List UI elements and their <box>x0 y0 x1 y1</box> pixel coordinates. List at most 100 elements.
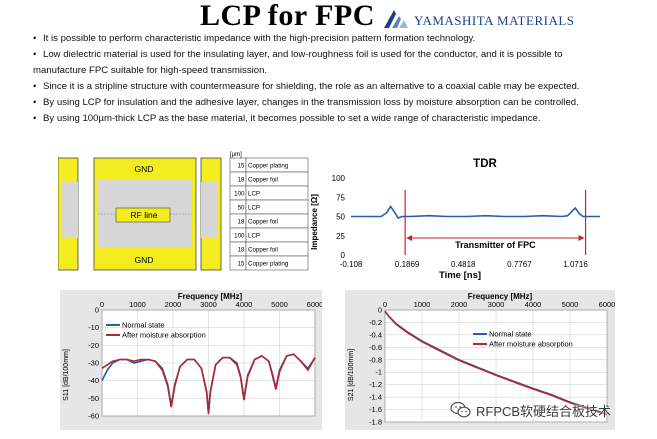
x-tick: 4000 <box>236 300 253 309</box>
unit-label: [µm] <box>230 152 242 158</box>
layer-name: Copper foil <box>248 177 278 184</box>
bullet-item: Low dielectric material is used for the … <box>33 47 653 63</box>
yamashita-logo-icon <box>384 10 408 28</box>
title-bar: LCP for FPC YAMASHITA MATERIALS <box>0 0 657 34</box>
y-tick: -60 <box>88 412 99 421</box>
cross-section-diagram: GND RF line GND [µm] 15 Copper plating 18 C… <box>57 150 320 275</box>
y-tick: -1 <box>375 368 382 377</box>
layer-thickness: 15 <box>238 261 245 268</box>
y-tick: -1.6 <box>369 405 382 414</box>
y-tick: -30 <box>88 359 99 368</box>
legend-label: Normal state <box>489 330 532 339</box>
bullet-item-continuation: manufacture FPC suitable for high-speed … <box>33 65 268 76</box>
layer-thickness: 18 <box>238 177 245 184</box>
layer-name: Copper plating <box>248 261 289 268</box>
bullet-list: It is possible to perform characteristic… <box>33 31 653 127</box>
tdr-x-tick: -0.108 <box>340 260 363 269</box>
x-tick: 2000 <box>165 300 182 309</box>
tdr-arrowhead-left <box>406 235 413 242</box>
bullet-item: By using 100µm-thick LCP as the base mat… <box>33 111 653 127</box>
tdr-x-tick: 1.0716 <box>563 260 588 269</box>
legend-label: After moisture absorption <box>122 331 206 340</box>
y-tick: -0.8 <box>369 355 382 364</box>
tdr-x-tick: 0.7767 <box>507 260 532 269</box>
tdr-plot-area: 0 25 50 75 100 -0.108 0.1869 0.4818 0.7767 1.0716… <box>332 174 600 269</box>
s21-plot-area: 0 1000 2000 3000 4000 5000 60000-0.2-0.4-0.6-0… <box>369 300 615 427</box>
tdr-y-tick: 50 <box>336 213 345 222</box>
x-tick: 1000 <box>129 300 146 309</box>
tdr-chart: TDR Impedance [Ω] Time [ns] 0 25 50 75 100 -0… <box>305 150 610 281</box>
y-tick: -0.4 <box>369 330 382 339</box>
layer-name: LCP <box>248 233 260 240</box>
layer-thickness: 18 <box>238 219 245 226</box>
s21-ylabel: S21 [dB/100mm] <box>348 349 355 401</box>
x-tick: 5000 <box>562 300 579 309</box>
s11-title: Frequency [MHz] <box>178 292 243 301</box>
y-tick: -0.6 <box>369 343 382 352</box>
y-tick: -10 <box>88 323 99 332</box>
tdr-y-tick: 100 <box>332 174 346 183</box>
tdr-arrowhead-right <box>578 235 585 242</box>
x-tick: 6000 <box>599 300 615 309</box>
layer-name: Copper plating <box>248 163 289 170</box>
y-tick: -50 <box>88 394 99 403</box>
layer-name-cell <box>245 255 309 271</box>
watermark: RFPCB软硬结合板技术 <box>450 400 611 420</box>
x-tick: 1000 <box>414 300 431 309</box>
x-tick: 2000 <box>451 300 468 309</box>
y-tick: -40 <box>88 376 99 385</box>
wechat-icon <box>450 401 471 418</box>
layer-name: Copper foil <box>248 247 278 254</box>
x-tick: 6000 <box>307 300 322 309</box>
tdr-annotation: Transmitter of FPC <box>455 240 536 250</box>
tdr-annotation-bg <box>447 239 544 252</box>
layer-name: Copper foil <box>248 219 278 226</box>
tdr-y-tick: 25 <box>336 232 345 241</box>
legend-label: After moisture absorption <box>489 340 573 349</box>
bullet-item: It is possible to perform characteristic… <box>33 31 653 47</box>
layer-thickness: 100 <box>234 191 245 198</box>
s11-chart: Frequency [MHz] S11 [dB/100mm] 0 1000 2000… <box>60 290 323 430</box>
bullet-item: Since it is a stripline structure with c… <box>33 79 653 95</box>
y-tick: 0 <box>95 306 99 315</box>
layer-name: LCP <box>248 191 260 198</box>
page-title: LCP for FPC <box>200 0 375 32</box>
y-tick: -1.4 <box>369 393 382 402</box>
y-tick: -0.2 <box>369 318 382 327</box>
series-line <box>384 310 608 416</box>
logo-text: YAMASHITA MATERIALS <box>414 13 575 28</box>
s21-chart: Frequency [MHz] S21 [dB/100mm] 0 1000 2000… <box>345 290 615 430</box>
tdr-title: TDR <box>473 158 497 170</box>
watermark-text: RFPCB软硬结合板技术 <box>476 403 612 419</box>
tdr-y-tick: 75 <box>336 193 345 202</box>
s11-ylabel: S11 [dB/100mm] <box>63 349 70 401</box>
y-tick: -1.2 <box>369 380 382 389</box>
x-tick: 0 <box>383 300 387 309</box>
bullet-item: By using LCP for insulation and the adhe… <box>33 95 653 111</box>
x-tick: 3000 <box>200 300 217 309</box>
tdr-ylabel: Impedance [Ω] <box>310 194 319 250</box>
x-tick: 4000 <box>525 300 542 309</box>
tdr-series-line <box>351 205 600 219</box>
x-tick: 5000 <box>271 300 288 309</box>
y-tick: 0 <box>378 306 382 315</box>
layer-thickness: 18 <box>238 247 245 254</box>
rf-line-label: RF line <box>131 210 158 220</box>
layer-thickness: 15 <box>238 163 245 170</box>
layer-thickness: 50 <box>238 205 245 212</box>
tdr-x-tick: 0.1869 <box>395 260 420 269</box>
s11-plot-area: 0 1000 2000 3000 4000 5000 6000 0 -10 -20 -30 -40 -5… <box>88 300 323 421</box>
s21-title: Frequency [MHz] <box>468 292 533 301</box>
gnd-bottom-label: GND <box>135 255 154 265</box>
layer-thickness: 100 <box>234 233 245 240</box>
tdr-xlabel: Time [ns] <box>439 270 481 280</box>
x-tick: 3000 <box>488 300 505 309</box>
layer-name: LCP <box>248 205 260 212</box>
tdr-x-tick: 0.4818 <box>451 260 476 269</box>
legend-label: Normal state <box>122 321 165 330</box>
x-tick: 0 <box>100 300 104 309</box>
tdr-y-tick: 0 <box>341 251 346 260</box>
y-tick: -1.8 <box>369 418 382 427</box>
series-line <box>101 353 316 415</box>
